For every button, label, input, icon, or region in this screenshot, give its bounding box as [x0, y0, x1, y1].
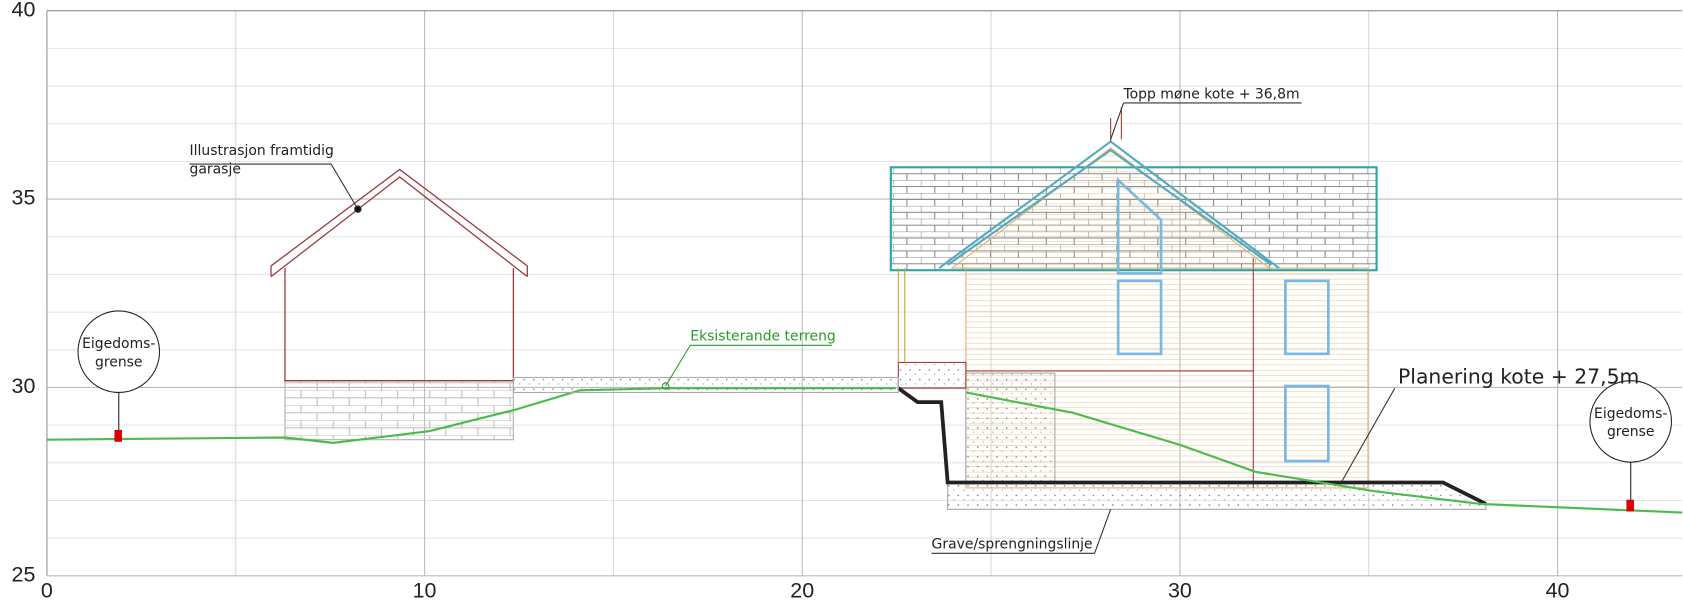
y-tick-label: 40: [12, 0, 36, 21]
x-tick-label: 30: [1168, 579, 1192, 603]
label: Illustrasjon framtidig: [190, 143, 334, 159]
label: Eigedoms-: [82, 336, 155, 352]
x-tick-label: 20: [790, 579, 814, 603]
excavation: [897, 386, 1487, 510]
y-tick-label: 35: [12, 186, 36, 210]
house: [889, 107, 1378, 489]
terrain: [46, 376, 1683, 514]
label: grense: [95, 354, 143, 370]
labels: Illustrasjon framtidig garasje Eigedoms-…: [82, 86, 1667, 552]
label: Topp møne kote + 36,8m: [1123, 86, 1300, 102]
x-tick-label: 40: [1546, 579, 1570, 603]
x-tick-label: 0: [41, 579, 53, 603]
label: Grave/sprengningslinje: [932, 537, 1093, 553]
x-tick-label: 10: [413, 579, 437, 603]
label: garasje: [190, 161, 241, 177]
boundary-markers: [77, 310, 1673, 512]
label: grense: [1607, 424, 1655, 440]
label: Eigedoms-: [1594, 406, 1667, 422]
label: Eksisterande terreng: [690, 329, 835, 345]
y-tick-label: 25: [12, 562, 36, 586]
leaders: [189, 102, 1396, 554]
label: Planering kote + 27,5m: [1398, 364, 1639, 388]
garage: [270, 168, 528, 441]
y-tick-label: 30: [12, 374, 36, 398]
